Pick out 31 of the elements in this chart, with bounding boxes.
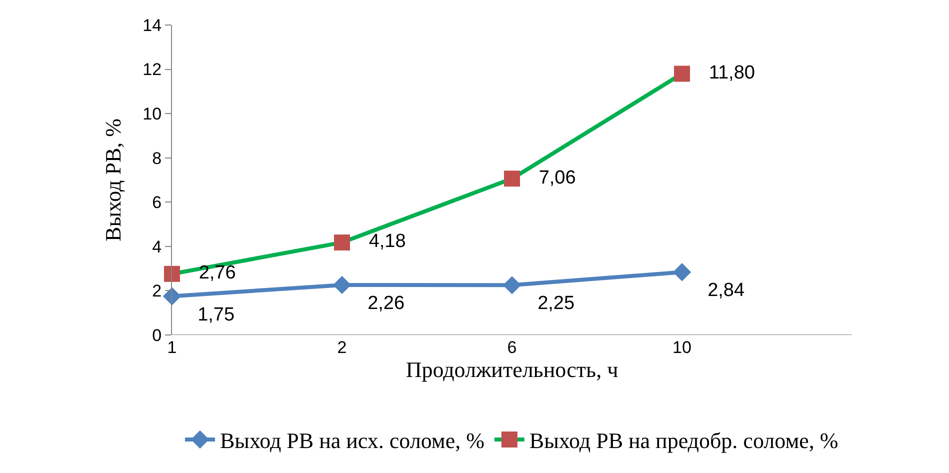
data-label: 1,75	[182, 304, 235, 326]
point	[334, 234, 350, 250]
x-tick-label: 6	[507, 338, 517, 357]
data-label: 2,25	[522, 293, 575, 314]
x-tick-label: 2	[337, 338, 347, 357]
point	[504, 170, 520, 187]
y-tick-label: 12	[142, 60, 162, 80]
y-tick-label: 0	[152, 326, 162, 345]
data-label: 2,84	[692, 280, 745, 302]
point	[672, 263, 692, 282]
x-tick-label: 10	[672, 338, 692, 357]
y-tick-label: 10	[142, 104, 162, 124]
y-axis-title: Выход РВ, %	[100, 118, 126, 242]
legend-label: Выход РВ на исх. соломе, %	[220, 428, 484, 454]
y-tick-label: 2	[152, 282, 162, 301]
data-label: 4,18	[353, 231, 406, 252]
data-label: 2,76	[183, 262, 236, 284]
y-tick-label: 4	[152, 237, 162, 256]
legend-label: Выход РВ на предобр. соломе, %	[529, 428, 838, 454]
data-label: 2,26	[352, 292, 405, 314]
y-tick-label: 8	[152, 148, 162, 168]
y-tick-label: 14	[142, 16, 162, 35]
point	[162, 287, 182, 306]
data-label: 11,80	[693, 62, 755, 84]
point	[164, 266, 180, 282]
x-axis-title: Продолжительность, ч	[406, 357, 618, 382]
data-label: 7,06	[523, 167, 576, 188]
point	[502, 276, 522, 294]
y-tick-label: 6	[152, 193, 162, 212]
point	[674, 66, 690, 82]
x-tick-label: 1	[167, 338, 177, 357]
